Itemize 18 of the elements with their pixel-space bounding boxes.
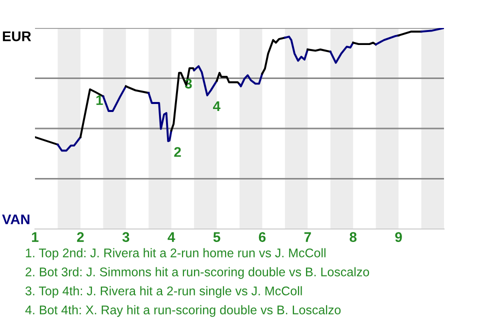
text: 1. Top 2nd: J. Rivera hit a 2-run home run vs J. McColl [26,248,326,260]
text: 3. Top 4th: J. Rivera hit a 2-run single vs J. McColl [25,286,302,298]
x-tick-label: 8 [350,232,357,242]
x-tick-label: 3 [122,232,130,242]
x-tick-label: 4 [168,232,176,242]
annotation: 2 [174,147,181,157]
x-tick-label: 9 [395,232,402,242]
x-tick-label: 1 [32,232,38,242]
x-tick-label: 2 [77,232,84,242]
text: VAN [2,214,30,224]
text: EUR [2,32,32,42]
annotation: 4 [213,101,220,111]
text: 2. Bot 3rd: J. Simmons hit a run-scoring double vs B. Loscalzo [26,267,370,279]
x-tick-label: 6 [258,232,266,242]
x-tick-label: 5 [213,232,220,242]
x-tick-label: 7 [304,232,311,242]
text: 4. Bot 4th: X. Ray hit a run-scoring double vs B. Loscalzo [25,305,341,317]
annotation: 1 [96,95,103,105]
